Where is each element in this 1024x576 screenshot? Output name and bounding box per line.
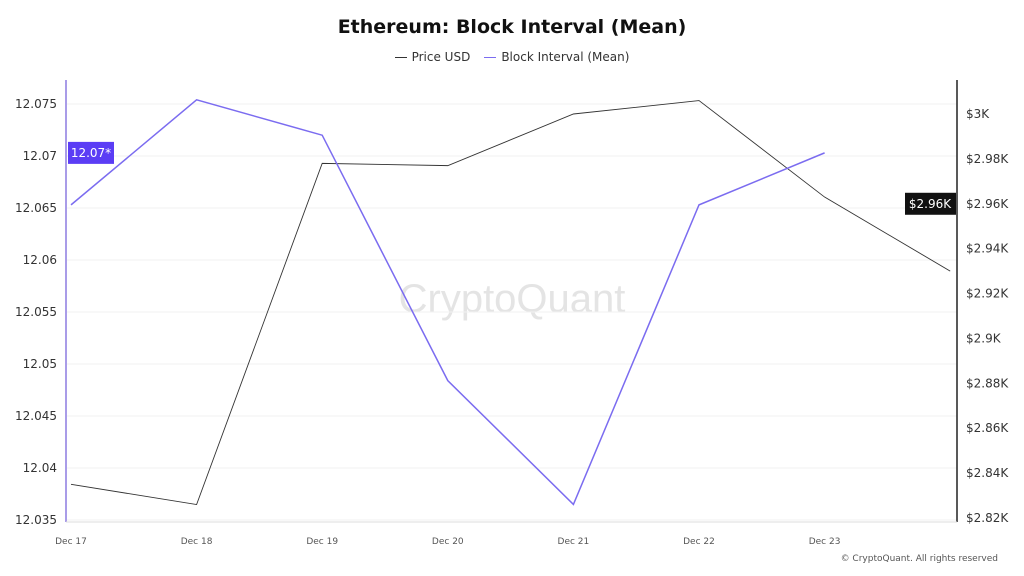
legend-swatch-price xyxy=(394,56,407,58)
series-line-block-interval xyxy=(70,99,825,506)
legend-item-block-interval[interactable]: Block Interval (Mean) xyxy=(484,50,629,64)
right-tick-label: $2.92K xyxy=(966,287,1009,301)
left-current-value-label: 12.07* xyxy=(71,146,111,160)
x-tick-label: Dec 21 xyxy=(558,537,590,547)
right-tick-label: $2.86K xyxy=(966,421,1009,435)
right-tick-label: $2.9K xyxy=(966,331,1002,345)
watermark: CryptoQuant xyxy=(399,277,626,321)
right-tick-label: $2.98K xyxy=(966,152,1009,166)
left-tick-label: 12.07 xyxy=(23,149,57,163)
x-tick-label: Dec 18 xyxy=(181,537,213,547)
copyright: © CryptoQuant. All rights reserved xyxy=(840,554,998,564)
series-line-price xyxy=(70,100,951,506)
right-current-value-badge xyxy=(905,192,956,215)
right-current-value-label: $2.96K xyxy=(909,197,952,211)
left-tick-label: 12.05 xyxy=(23,357,57,371)
right-tick-label: $2.82K xyxy=(966,511,1009,525)
left-tick-label: 12.06 xyxy=(23,253,57,267)
left-current-value-badge xyxy=(68,141,114,164)
x-tick-label: Dec 23 xyxy=(809,537,841,547)
right-tick-label: $2.96K xyxy=(966,197,1009,211)
x-tick-label: Dec 22 xyxy=(683,537,715,547)
chart-title: Ethereum: Block Interval (Mean) xyxy=(337,16,687,38)
x-tick-label: Dec 17 xyxy=(55,537,87,547)
right-tick-label: $2.88K xyxy=(966,376,1009,390)
right-tick-label: $2.94K xyxy=(966,242,1009,256)
legend: Price USD Block Interval (Mean) xyxy=(0,50,1024,64)
left-tick-label: 12.035 xyxy=(15,513,57,527)
right-tick-label: $2.84K xyxy=(966,466,1009,480)
legend-label-block-interval: Block Interval (Mean) xyxy=(501,50,630,64)
left-tick-label: 12.075 xyxy=(15,97,57,111)
right-tick-label: $3K xyxy=(966,107,990,121)
left-tick-label: 12.04 xyxy=(23,461,57,475)
x-tick-label: Dec 20 xyxy=(432,537,464,547)
legend-label-price: Price USD xyxy=(411,50,471,64)
left-tick-label: 12.045 xyxy=(15,409,57,423)
legend-item-price[interactable]: Price USD xyxy=(394,50,471,64)
legend-swatch-block-interval xyxy=(484,56,497,58)
x-tick-label: Dec 19 xyxy=(306,537,338,547)
left-tick-label: 12.065 xyxy=(15,201,57,215)
left-tick-label: 12.055 xyxy=(15,305,57,319)
